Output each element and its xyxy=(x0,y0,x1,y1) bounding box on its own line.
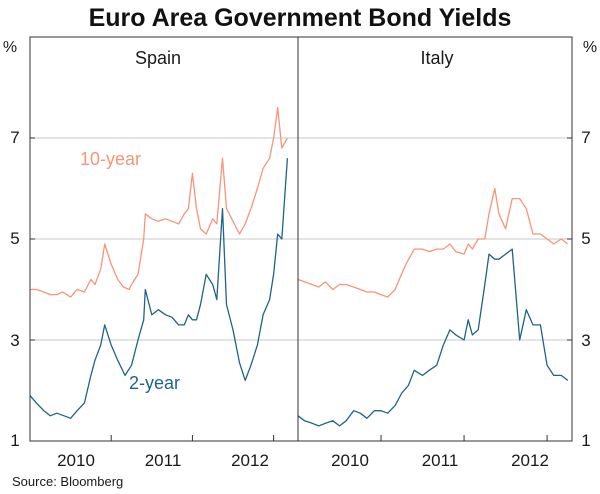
x-tick-label: 2010 xyxy=(331,451,369,470)
series-line-spain-2-year xyxy=(29,158,289,419)
panel-title-italy: Italy xyxy=(420,48,453,68)
y-tick-label: 3 xyxy=(10,331,19,350)
source-note: Source: Bloomberg xyxy=(12,474,123,489)
x-tick-label: 2011 xyxy=(422,451,459,470)
right-unit-label: % xyxy=(583,39,597,56)
panel-title-spain: Spain xyxy=(135,48,181,68)
axes xyxy=(29,36,573,442)
series-line-spain-10-year xyxy=(30,107,288,298)
series-line-italy-10-year xyxy=(297,187,569,298)
x-tick-label: 2012 xyxy=(511,451,549,470)
two-year-label: 2-year xyxy=(129,373,180,393)
y-tick-label: 7 xyxy=(581,128,590,147)
right-y-ticks: 7 5 3 1 xyxy=(581,128,590,450)
x-tick-labels: 2010 2011 2012 2010 2011 2012 xyxy=(57,451,549,470)
x-tick-label: 2011 xyxy=(145,451,182,470)
y-tick-label: 5 xyxy=(581,229,590,248)
y-tick-label: 1 xyxy=(10,431,19,450)
y-tick-label: 7 xyxy=(10,128,19,147)
chart-title: Euro Area Government Bond Yields xyxy=(89,4,512,32)
left-y-ticks: 7 5 3 1 xyxy=(10,128,19,450)
y-tick-label: 3 xyxy=(581,331,590,350)
x-tick-label: 2010 xyxy=(57,451,95,470)
left-unit-label: % xyxy=(3,39,17,56)
x-tick-label: 2012 xyxy=(231,451,269,470)
y-tick-label: 5 xyxy=(10,229,19,248)
y-tick-label: 1 xyxy=(581,431,590,450)
series-line-italy-2-year xyxy=(297,248,569,427)
series-lines xyxy=(29,107,569,427)
ten-year-label: 10-year xyxy=(80,149,141,169)
